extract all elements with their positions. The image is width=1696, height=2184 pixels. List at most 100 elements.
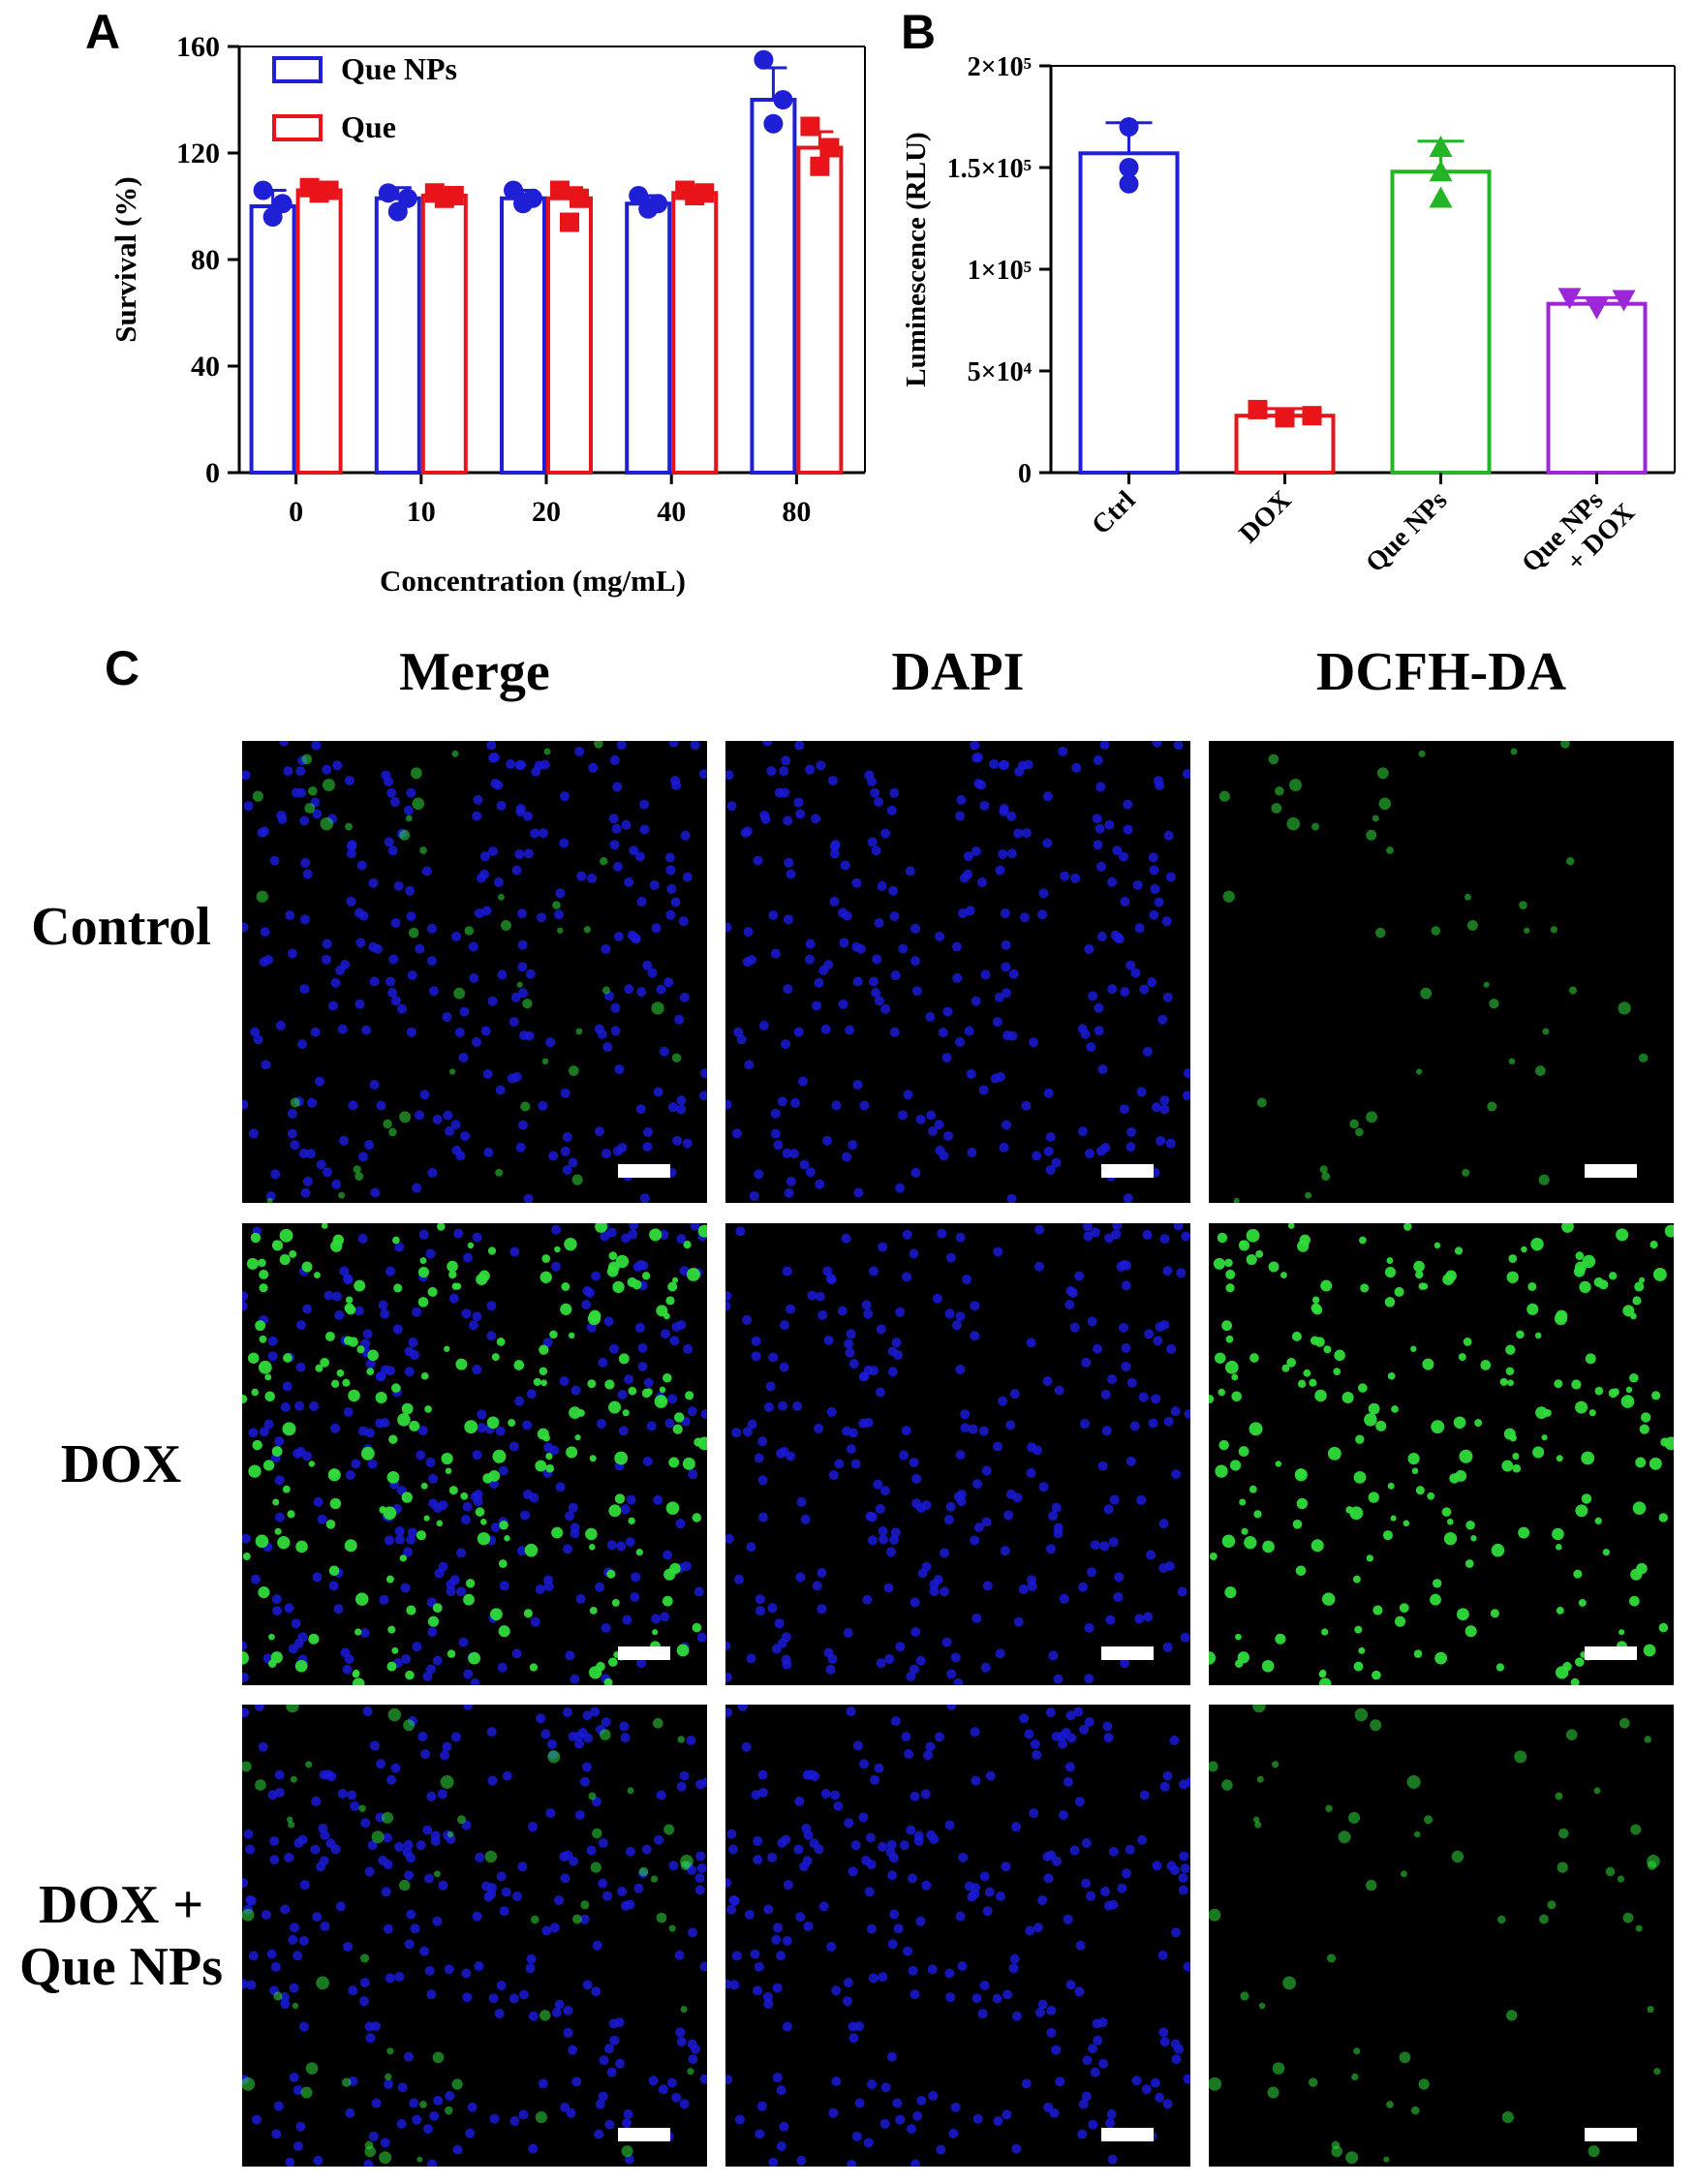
data-point (550, 180, 570, 200)
bar (546, 196, 593, 475)
bar (500, 196, 546, 475)
data-point (378, 183, 398, 203)
legend-label: Que NPs (341, 51, 457, 86)
x-axis-label: Concentration (mg/mL) (380, 564, 686, 598)
scale-bar (1585, 2128, 1637, 2141)
data-point (763, 113, 784, 134)
y-tick-label: 80 (191, 244, 220, 276)
scale-bar (1101, 2128, 1154, 2141)
bar (671, 191, 719, 475)
bar (796, 145, 844, 475)
x-tick-label: Que NPs (1360, 485, 1453, 578)
data-point (387, 201, 408, 222)
scale-bar (618, 1164, 670, 1178)
data-point (560, 212, 579, 232)
bar (249, 204, 296, 475)
panel-label-b: B (901, 5, 937, 59)
x-tick-label: 0 (289, 496, 303, 528)
panel-label-a: A (85, 5, 121, 59)
panel-label-c: C (105, 641, 140, 695)
micrograph-dox-merge (242, 1223, 707, 1685)
data-point (773, 90, 793, 109)
data-point (1119, 117, 1139, 137)
data-point (1429, 136, 1453, 157)
bar (420, 194, 468, 475)
data-point (629, 186, 649, 205)
micrograph-control-dapi (725, 741, 1190, 1203)
x-tick-label: 20 (532, 496, 561, 528)
micrograph-dox-que-nps-dapi (725, 1705, 1190, 2167)
x-tick-label: 80 (782, 496, 811, 528)
y-tick-label: 5×10⁴ (968, 357, 1033, 387)
data-point (523, 188, 542, 208)
scale-bar (618, 2128, 670, 2141)
x-tick-label: Que NPs+ DOX (1516, 476, 1641, 600)
scale-bar (1585, 1646, 1637, 1660)
legend-label: Que (341, 109, 396, 144)
data-point (648, 194, 668, 214)
micrograph-dox-que-nps-dcfh-da (1209, 1705, 1674, 2167)
bar (1546, 301, 1648, 476)
y-tick-label: 0 (205, 457, 220, 489)
scale-bar (1101, 1646, 1154, 1660)
micrograph-dox-dcfh-da (1209, 1223, 1674, 1685)
bar (374, 196, 421, 475)
legend-swatch (272, 114, 323, 141)
data-point (1429, 186, 1453, 208)
micrograph-dox-dapi (725, 1223, 1190, 1685)
y-tick-label: 40 (191, 351, 220, 383)
data-point (819, 138, 840, 158)
data-point (694, 183, 715, 203)
legend-swatch (272, 56, 323, 83)
data-point (319, 180, 339, 200)
scale-bar (1101, 1164, 1154, 1178)
scale-bar (1585, 1164, 1637, 1178)
bar (750, 98, 797, 475)
data-point (444, 186, 464, 205)
data-point (810, 156, 830, 176)
data-point (1302, 406, 1322, 426)
data-point (1429, 160, 1453, 182)
data-point (1557, 288, 1582, 310)
data-point (504, 180, 523, 200)
data-point (1612, 290, 1636, 312)
y-tick-label: 160 (176, 31, 220, 63)
x-tick-label: 10 (407, 496, 436, 528)
data-point (1275, 408, 1295, 428)
y-tick-label: 1.5×10⁵ (947, 154, 1032, 184)
x-tick-label: DOX (1234, 485, 1298, 549)
data-point (1248, 399, 1268, 419)
y-tick-label: 2×10⁵ (968, 52, 1032, 82)
data-point (1585, 297, 1609, 320)
bar (295, 188, 343, 475)
y-tick-label: 120 (176, 138, 220, 169)
data-point (800, 116, 820, 137)
scale-bar (618, 1646, 670, 1660)
chart-b: 0 5×10⁴ 1×10⁵ 1.5×10⁵ 2×10⁵ Ctrl DOX Que NPs Que… (901, 52, 1676, 600)
y-axis-label: Survival (%) (108, 176, 142, 342)
data-point (570, 188, 589, 208)
column-title-merge: Merge (399, 642, 550, 702)
data-point (397, 188, 417, 208)
row-label-dox-que-nps: DOX + Que NPs (19, 1875, 223, 1998)
row-label-dox: DOX (60, 1434, 182, 1494)
data-point (1119, 158, 1139, 177)
y-tick-label: 1×10⁵ (968, 256, 1032, 286)
x-tick-label: Ctrl (1086, 485, 1141, 540)
micrograph-control-dcfh-da (1209, 741, 1674, 1203)
row-label-control: Control (31, 897, 211, 957)
bar (625, 201, 672, 475)
column-title-dapi: DAPI (891, 642, 1025, 702)
y-axis-label: Luminescence (RLU) (901, 132, 932, 386)
bar (1078, 151, 1180, 476)
y-tick-label: 0 (1018, 459, 1032, 489)
chart-a: 0 40 80 120 160 0 10 20 40 80 Concentration (mg/mL… (108, 31, 866, 598)
bar (1390, 169, 1492, 475)
data-point (253, 180, 273, 200)
column-title-dcfh-da: DCFH-DA (1315, 642, 1567, 702)
data-point (1119, 173, 1139, 194)
data-point (754, 49, 774, 70)
x-tick-label: 40 (657, 496, 686, 528)
micrograph-dox-que-nps-merge (242, 1705, 707, 2167)
micrograph-control-merge (242, 741, 707, 1203)
